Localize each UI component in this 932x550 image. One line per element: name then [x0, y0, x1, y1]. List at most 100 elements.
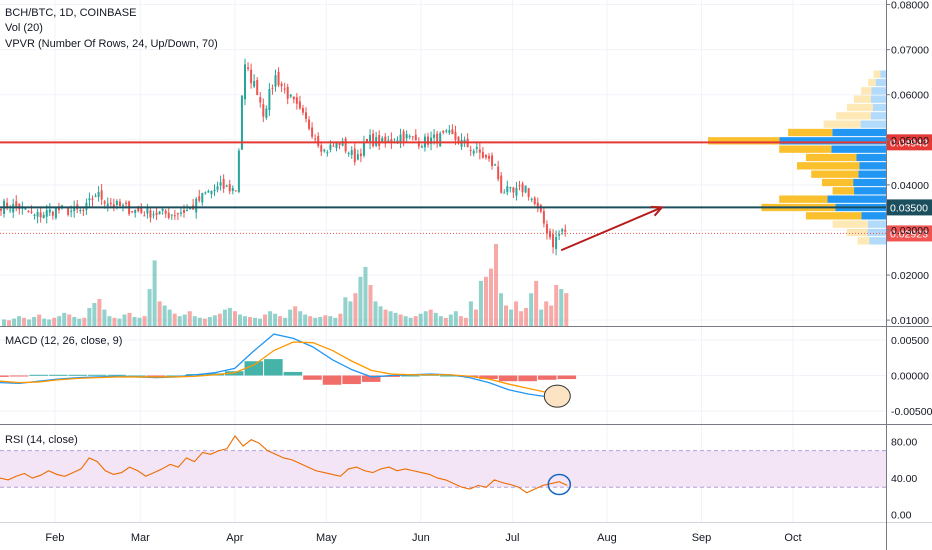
profile-up-bar: [858, 170, 886, 178]
volume-bar: [323, 315, 328, 326]
profile-up-bar: [880, 70, 886, 78]
candle-up: [88, 198, 91, 201]
volume-bar: [12, 318, 17, 326]
profile-up-bar: [871, 87, 886, 95]
y-tick-label: 0.02000: [891, 270, 929, 282]
candle-down: [451, 129, 454, 135]
volume-bar: [504, 305, 509, 326]
volume-bar: [393, 312, 398, 326]
volume-bar: [117, 318, 122, 326]
macd-histogram-bar: [557, 375, 577, 380]
volume-bar: [428, 309, 433, 326]
candle-up: [170, 214, 173, 216]
candle-down: [109, 202, 112, 205]
volume-legend[interactable]: Vol (20): [5, 22, 43, 34]
candle-down: [100, 190, 103, 200]
volume-bar: [222, 309, 227, 326]
profile-down-bar: [832, 220, 868, 228]
rsi-tick-label: 0.00: [891, 510, 912, 522]
volume-bar: [443, 317, 448, 326]
candle-down: [308, 119, 311, 129]
candle-down: [500, 175, 503, 193]
macd-tick-label: 0.00500: [891, 335, 929, 347]
candle-up: [369, 135, 372, 144]
candle-down: [372, 133, 375, 147]
candle-down: [314, 138, 317, 140]
volume-bar: [7, 320, 12, 326]
volume-bar: [559, 289, 564, 326]
candle-down: [125, 202, 128, 204]
volume-bar: [318, 316, 323, 326]
candle-up: [161, 208, 164, 211]
volume-bar: [298, 311, 303, 326]
symbol-legend[interactable]: BCH/BTC, 1D, COINBASE: [5, 7, 137, 19]
candle-up: [265, 108, 268, 118]
profile-up-bar: [860, 120, 886, 128]
macd-histogram-bar: [244, 361, 264, 376]
candle-down: [320, 145, 323, 152]
volume-bar: [473, 309, 478, 326]
volume-bar: [358, 276, 363, 326]
candle-down: [280, 83, 283, 87]
candle-up: [195, 198, 198, 213]
x-tick-label: Mar: [131, 532, 150, 544]
profile-down-bar: [868, 78, 876, 87]
candle-up: [9, 209, 12, 211]
volume-bar: [62, 312, 67, 326]
candle-up: [231, 187, 234, 191]
candle-down: [0, 209, 2, 211]
rsi-pane: [0, 435, 886, 496]
candle-down: [402, 131, 405, 142]
macd-histogram-bar: [166, 375, 185, 377]
macd-histogram-bar: [68, 374, 88, 376]
volume-bar: [448, 314, 453, 326]
volume-bar: [172, 313, 177, 326]
macd-histogram-bar: [283, 371, 303, 376]
candle-up: [448, 130, 451, 133]
macd-histogram-bar: [479, 375, 498, 380]
candle-down: [488, 156, 490, 159]
candle-up: [253, 80, 256, 87]
candle-up: [33, 214, 36, 216]
profile-down-bar: [805, 153, 857, 162]
vpvr-legend[interactable]: VPVR (Number Of Rows, 24, Up/Down, 70): [5, 38, 218, 50]
volume-bar: [524, 307, 529, 326]
candle-up: [323, 149, 326, 152]
candle-up: [433, 134, 436, 138]
y-tick-label: 0.07000: [891, 45, 929, 57]
candle-up: [189, 208, 192, 210]
macd-pane: [0, 333, 577, 408]
volume-bar: [102, 309, 107, 326]
price-label-support: 0.03500: [890, 202, 928, 214]
candle-up: [122, 204, 124, 206]
profile-down-bar: [779, 145, 832, 153]
volume-bar: [22, 317, 27, 326]
profile-up-bar: [854, 187, 886, 195]
candle-down: [536, 202, 539, 208]
macd-histogram-bar: [0, 375, 9, 377]
candle-down: [552, 234, 555, 248]
volume-bar: [529, 293, 534, 326]
volume-bar: [514, 301, 519, 326]
volume-bar: [373, 301, 378, 326]
candle-up: [213, 189, 216, 192]
volume-profile: [708, 70, 886, 245]
rsi-legend[interactable]: RSI (14, close): [5, 434, 78, 446]
candle-up: [503, 192, 506, 194]
rsi-tick-label: 40.00: [891, 473, 917, 485]
volume-bar: [328, 316, 333, 326]
macd-histogram-bar: [48, 374, 68, 376]
macd-legend[interactable]: MACD (12, 26, close, 9): [5, 335, 123, 347]
y-tick-label: 0.05000: [891, 135, 929, 147]
volume-bar: [132, 316, 137, 326]
profile-up-bar: [869, 237, 886, 245]
candle-up: [558, 234, 561, 236]
volume-bar: [288, 309, 293, 326]
volume-bar: [57, 316, 62, 326]
volume-bar: [549, 305, 554, 326]
candle-down: [82, 210, 85, 212]
candle-down: [262, 104, 265, 117]
candle-down: [277, 71, 280, 86]
profile-down-bar: [836, 112, 871, 120]
